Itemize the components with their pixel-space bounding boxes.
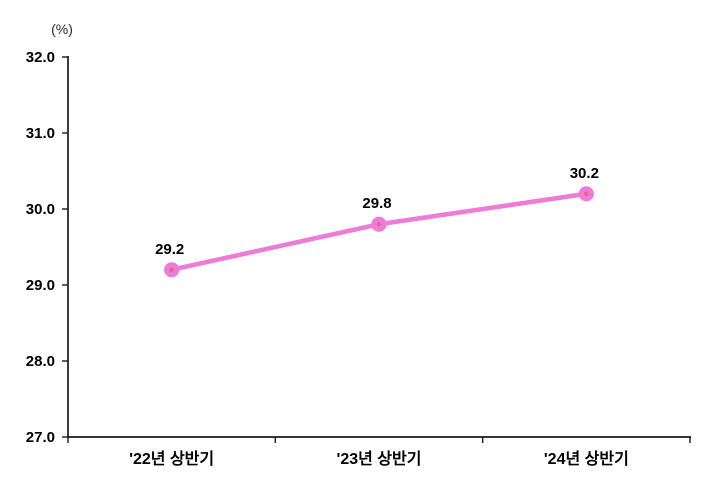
data-point-marker-center <box>169 267 174 273</box>
y-axis-tick-label: 32.0 <box>26 49 55 66</box>
x-axis-category-label: '23년 상반기 <box>337 449 422 468</box>
data-point-value-label: 30.2 <box>570 165 599 182</box>
y-axis-unit-label: (%) <box>51 21 73 37</box>
data-point-marker-center <box>584 191 589 197</box>
y-axis-tick-label: 27.0 <box>26 429 55 446</box>
x-axis-category-label: '22년 상반기 <box>129 449 214 468</box>
y-axis-tick-label: 29.0 <box>26 277 55 294</box>
x-axis-category-label: '24년 상반기 <box>544 449 629 468</box>
y-axis-tick-label: 31.0 <box>26 125 55 142</box>
data-point-value-label: 29.8 <box>362 195 391 212</box>
y-axis-tick-label: 28.0 <box>26 353 55 370</box>
data-point-marker-center <box>376 221 382 227</box>
y-axis-tick-label: 30.0 <box>26 201 55 218</box>
data-point-value-label: 29.2 <box>155 241 184 258</box>
